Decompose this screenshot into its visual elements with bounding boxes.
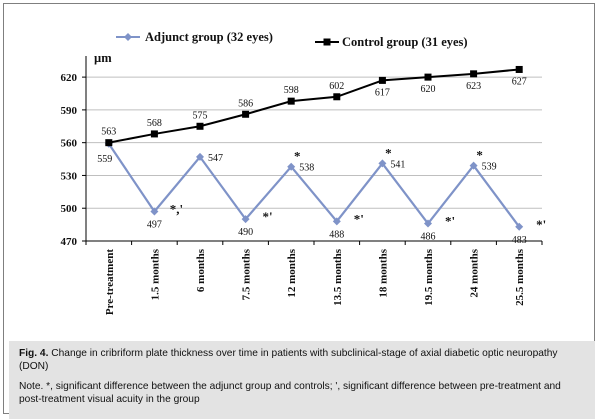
control-point	[470, 70, 478, 78]
x-tick-label: 25.5 months	[514, 248, 526, 306]
adjunct-data-label: 538	[299, 163, 314, 174]
axes: 470 500 530 560 590 620 Pre-treatment 1.5 month…	[61, 56, 543, 315]
adjunct-point	[287, 162, 296, 171]
control-point	[378, 76, 386, 84]
caption-figure-text: Fig. 4. Change in cribriform plate thick…	[19, 347, 585, 373]
figure-caption: Fig. 4. Change in cribriform plate thick…	[9, 341, 595, 419]
legend: Adjunct group (32 eyes) Control group (3…	[116, 30, 468, 49]
line-chart: 470 500 530 560 590 620 Pre-treatment 1.5 month…	[61, 30, 547, 315]
caption-note: Note. *, significant difference between …	[19, 381, 561, 405]
figure-frame: 470 500 530 560 590 620 Pre-treatment 1.5 month…	[3, 3, 595, 419]
y-axis-unit-label: µm	[94, 51, 112, 65]
control-point	[242, 110, 250, 118]
legend-label-adjunct: Adjunct group (32 eyes)	[145, 30, 273, 44]
x-tick-label: 18 months	[377, 248, 389, 297]
gridlines	[86, 76, 542, 209]
y-tick-label: 470	[61, 236, 78, 248]
adjunct-point	[241, 215, 250, 224]
adjunct-point	[332, 217, 341, 226]
control-point	[287, 97, 295, 105]
significance-mark: *,'	[170, 202, 183, 217]
significance-mark: *	[385, 145, 392, 160]
control-point	[424, 73, 432, 81]
adjunct-data-label: 497	[147, 220, 162, 231]
y-tick-label: 530	[61, 170, 78, 182]
control-point	[105, 139, 113, 147]
control-data-label: 617	[375, 87, 390, 98]
control-point	[515, 65, 523, 73]
control-data-label: 623	[466, 81, 481, 92]
adjunct-data-label: 541	[390, 159, 405, 170]
adjunct-point	[515, 222, 524, 231]
adjunct-point	[150, 207, 159, 216]
control-data-label: 627	[512, 76, 527, 87]
y-tick-label: 620	[61, 72, 78, 84]
series-layer	[104, 65, 524, 231]
legend-label-control: Control group (31 eyes)	[342, 35, 468, 49]
x-tick-label: Pre-treatment	[104, 249, 116, 316]
significance-mark: *'	[354, 211, 364, 226]
adjunct-data-label: 483	[512, 235, 527, 246]
significance-mark: *'	[445, 214, 455, 229]
adjunct-point	[424, 219, 432, 228]
labels-layer: 559497*,'547490*'538*488*'541*486*'539*4…	[97, 76, 546, 245]
legend-marker-control	[323, 38, 331, 46]
y-tick-label: 500	[61, 203, 78, 215]
control-point	[333, 93, 341, 101]
x-tick-label: 1.5 months	[149, 248, 161, 300]
legend-item-adjunct: Adjunct group (32 eyes)	[116, 30, 273, 44]
caption-fig-label: Fig. 4.	[19, 348, 49, 359]
control-point	[196, 122, 204, 130]
adjunct-data-label: 486	[421, 232, 436, 243]
control-data-label: 563	[101, 127, 116, 138]
control-data-label: 598	[284, 85, 299, 96]
series-line-adjunct	[107, 143, 521, 228]
adjunct-point	[378, 159, 387, 168]
adjunct-data-label: 559	[97, 154, 112, 165]
significance-mark: *	[294, 149, 301, 164]
x-tick-label: 24 months	[469, 248, 481, 297]
x-tick-label: 19.5 months	[423, 248, 435, 306]
adjunct-data-label: 490	[238, 227, 253, 238]
series-line-control	[108, 68, 520, 144]
x-tick-label: 7.5 months	[241, 248, 253, 300]
x-tick-label: 6 months	[195, 248, 207, 292]
control-data-label: 568	[147, 118, 162, 129]
control-data-label: 586	[238, 98, 253, 109]
adjunct-point	[469, 161, 478, 170]
x-tick-label: 13.5 months	[332, 248, 344, 306]
significance-mark: *	[476, 148, 483, 163]
adjunct-data-label: 539	[482, 162, 497, 173]
x-tick-label: 12 months	[286, 248, 298, 297]
caption-fig-description: Change in cribriform plate thickness ove…	[19, 348, 558, 372]
legend-item-control: Control group (31 eyes)	[315, 35, 468, 49]
significance-mark: *'	[536, 217, 546, 232]
control-point	[150, 130, 158, 138]
adjunct-data-label: 547	[208, 153, 223, 164]
y-tick-label: 590	[61, 105, 78, 117]
control-data-label: 575	[193, 110, 208, 121]
adjunct-point	[196, 152, 204, 161]
adjunct-data-label: 488	[329, 229, 344, 240]
control-data-label: 602	[329, 81, 344, 92]
y-tick-label: 560	[61, 138, 78, 150]
control-data-label: 620	[421, 84, 436, 95]
significance-mark: *'	[263, 209, 273, 224]
legend-marker-adjunct	[124, 33, 132, 41]
